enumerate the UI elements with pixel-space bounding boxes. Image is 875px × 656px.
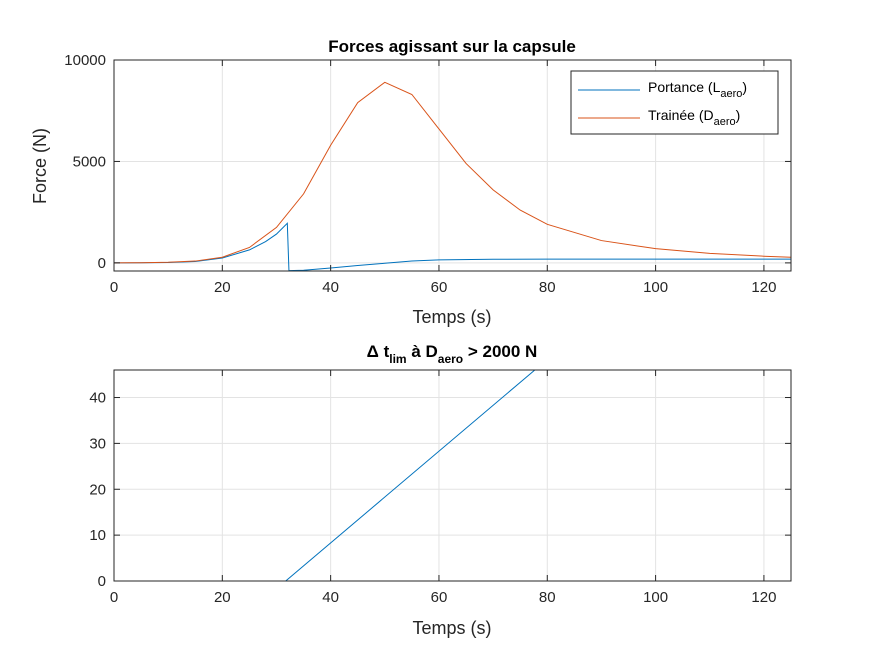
x-tick-label: 100 xyxy=(643,279,668,296)
y-tick-label: 10000 xyxy=(64,52,106,69)
x-tick-label: 80 xyxy=(539,279,556,296)
ticks-forces: 0 20 40 60 80 100 120 0 5000 10000 xyxy=(64,52,791,296)
series-line-2 xyxy=(114,81,791,264)
legend-trainee-close: ) xyxy=(736,107,741,123)
y-tick-label: 20 xyxy=(89,481,106,498)
axes-frame-delta-t xyxy=(113,369,792,582)
x-tick-label: 60 xyxy=(431,589,448,606)
x-tick-label: 0 xyxy=(110,279,118,296)
x-tick-label: 40 xyxy=(322,279,339,296)
y-tick-label: 10 xyxy=(89,527,106,544)
chart-title-delta-t: Δ tlim à Daero > 2000 N xyxy=(367,342,538,366)
x-tick-label: 120 xyxy=(751,589,776,606)
legend-portance-close: ) xyxy=(742,79,747,95)
series-delta-t xyxy=(114,370,791,581)
title-delta-t-part3: > 2000 N xyxy=(463,342,537,361)
legend-portance-sub: aero xyxy=(720,88,742,100)
x-tick-label: 80 xyxy=(539,589,556,606)
title-delta-t-part2: à D xyxy=(407,342,438,361)
y-tick-label: 30 xyxy=(89,435,106,452)
y-tick-label: 5000 xyxy=(73,153,106,170)
axes-frame-forces xyxy=(113,59,792,272)
legend-trainee-main: Trainée (D xyxy=(648,107,714,123)
x-tick-label: 20 xyxy=(214,279,231,296)
x-axis-label-forces: Temps (s) xyxy=(412,307,491,327)
axes-delta-t: 0 20 40 60 80 100 120 0 10 20 30 40 Δ tlim à Daero … xyxy=(89,342,792,638)
y-tick-label: 40 xyxy=(89,390,106,407)
legend-entry-trainee: Trainée (Daero) xyxy=(648,107,740,128)
legend: Portance (Laero) Trainée (Daero) xyxy=(570,70,779,135)
axes-forces: 0 20 40 60 80 100 120 0 5000 10000 Forces agissan… xyxy=(30,37,792,327)
x-tick-label: 20 xyxy=(214,589,231,606)
legend-entry-portance: Portance (Laero) xyxy=(648,79,747,100)
title-delta-t-part1: Δ t xyxy=(367,342,390,361)
title-delta-t-sub2: aero xyxy=(438,352,463,366)
x-tick-label: 120 xyxy=(751,279,776,296)
plot-area-delta-t xyxy=(114,370,791,581)
y-axis-label-forces: Force (N) xyxy=(30,128,50,204)
y-tick-label: 0 xyxy=(98,573,106,590)
y-tick-label: 0 xyxy=(98,255,106,272)
x-axis-label-delta-t: Temps (s) xyxy=(412,618,491,638)
legend-trainee-sub: aero xyxy=(714,116,736,128)
legend-box xyxy=(570,70,779,135)
x-tick-label: 40 xyxy=(322,589,339,606)
series-line-1 xyxy=(114,370,791,581)
x-tick-label: 0 xyxy=(110,589,118,606)
x-tick-label: 60 xyxy=(431,279,448,296)
legend-portance-main: Portance (L xyxy=(648,79,721,95)
ticks-delta-t: 0 20 40 60 80 100 120 0 10 20 30 40 xyxy=(89,370,791,606)
chart-title-forces: Forces agissant sur la capsule xyxy=(328,37,576,56)
title-delta-t-sub1: lim xyxy=(389,352,406,366)
x-tick-label: 100 xyxy=(643,589,668,606)
